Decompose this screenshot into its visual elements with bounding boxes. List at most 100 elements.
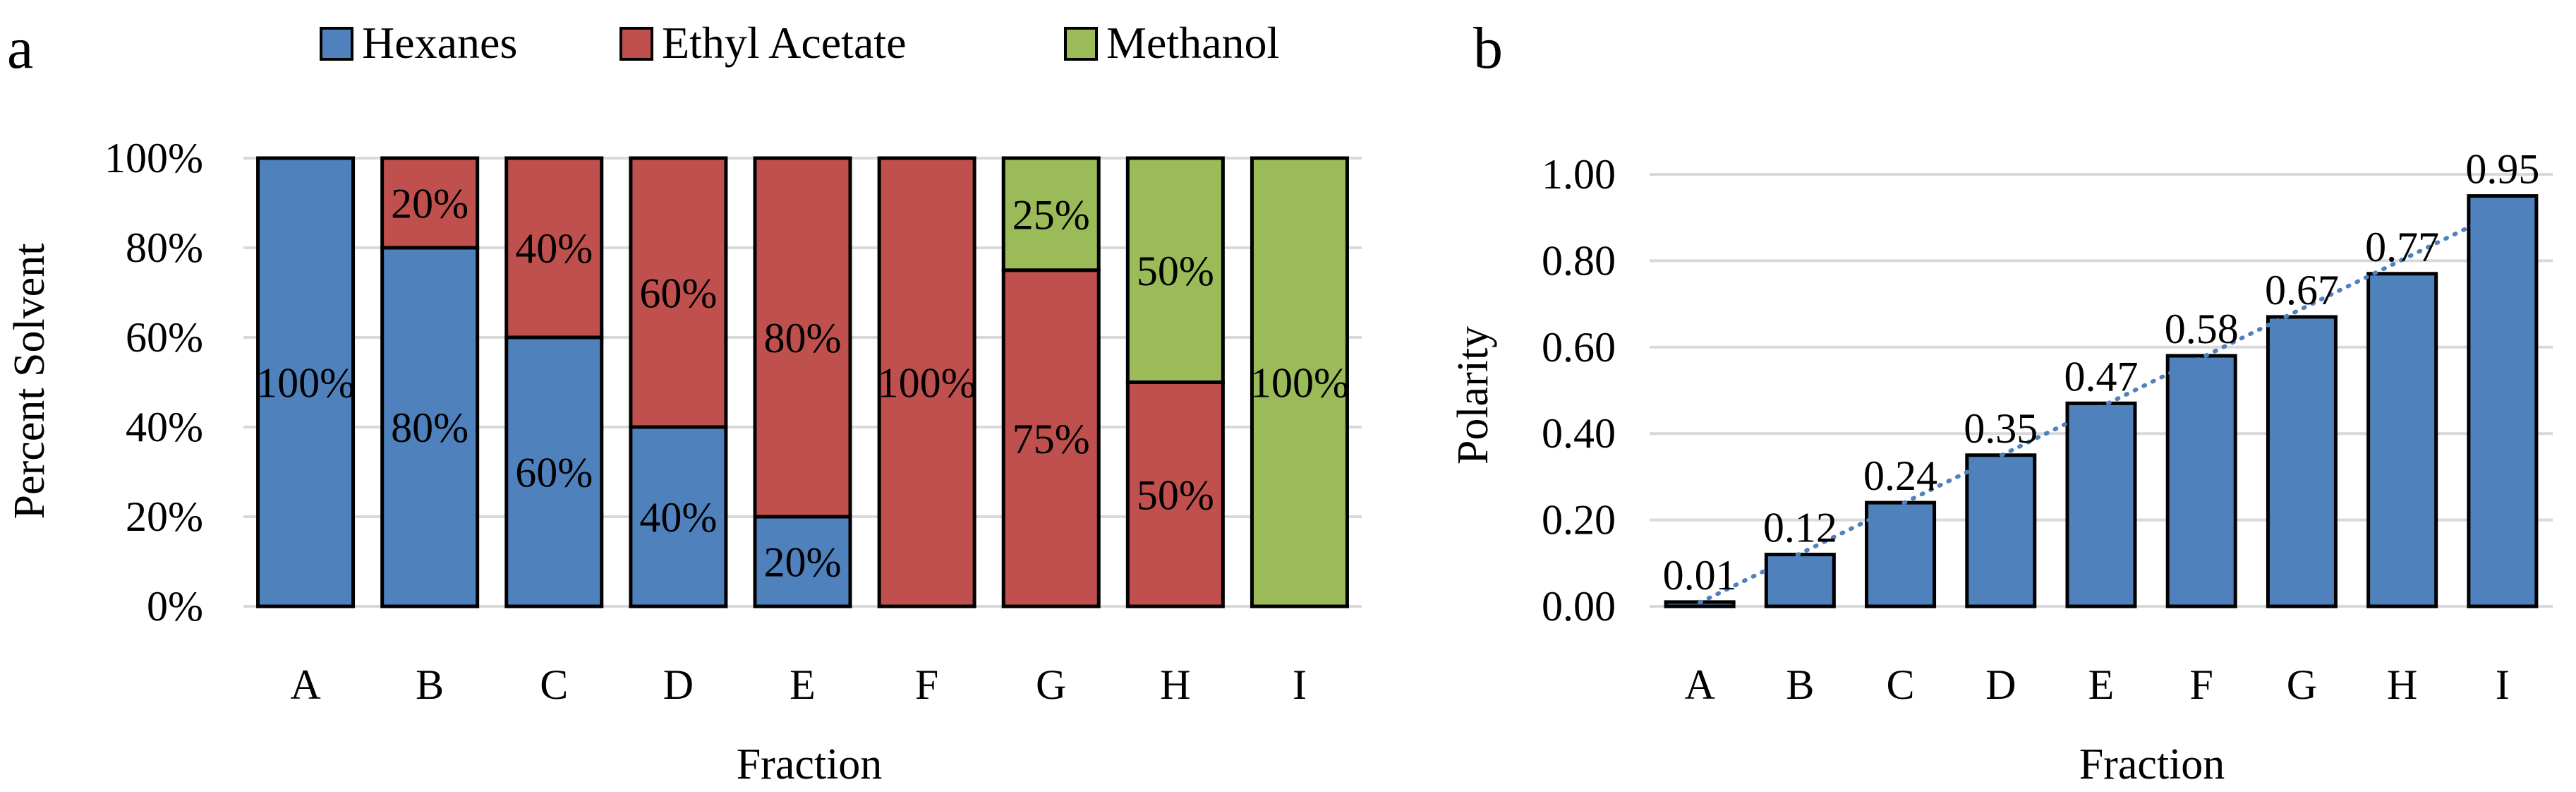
y-tick-label: 60% [126, 314, 203, 361]
data-label: 20% [764, 539, 842, 586]
bar-segment [1001, 268, 1101, 608]
bar-segment [629, 425, 728, 608]
data-label: 0.58 [2165, 306, 2239, 352]
data-label: 25% [1012, 191, 1090, 238]
bar-segment [1125, 156, 1225, 384]
data-label: 0.01 [1663, 552, 1737, 599]
bar-segment [380, 246, 480, 608]
trendline [1698, 208, 2505, 605]
x-tick-label: G [2287, 661, 2317, 708]
panel-b-y-tick-labels: 0.00 0.20 0.40 0.60 0.80 1.00 [1542, 151, 1616, 630]
data-label: 20% [391, 181, 468, 227]
data-label: 40% [515, 225, 593, 272]
bar [1865, 500, 1937, 608]
bar [2165, 354, 2237, 608]
data-label: 100% [1250, 360, 1349, 407]
bar-segment [753, 156, 852, 519]
data-label: 40% [639, 494, 717, 541]
x-tick-label: D [1985, 661, 2016, 708]
legend-swatch [619, 27, 653, 61]
data-label: 75% [1012, 416, 1090, 462]
data-label: 80% [764, 315, 842, 361]
x-tick-label: I [2496, 661, 2510, 708]
bar-segment [1125, 380, 1225, 608]
bar-segment [877, 156, 976, 608]
bar-segment [753, 515, 852, 608]
x-tick-label: I [1293, 661, 1307, 708]
y-tick-label: 80% [126, 224, 203, 271]
data-label: 0.35 [1964, 405, 2038, 452]
x-tick-label: B [416, 661, 444, 708]
data-label: 100% [256, 360, 355, 407]
data-label: 50% [1137, 472, 1214, 518]
x-tick-label: D [663, 661, 694, 708]
panel-b-x-axis-title: Fraction [2079, 740, 2225, 788]
bar [2366, 272, 2438, 608]
bar-segment [504, 156, 604, 340]
data-label: 0.67 [2265, 267, 2339, 313]
x-tick-label: F [915, 661, 938, 708]
panel-a-x-axis-title: Fraction [737, 740, 883, 788]
panel-b-y-axis-title: Polarity [1449, 326, 1497, 464]
bar [2065, 401, 2137, 608]
x-tick-label: A [290, 661, 320, 708]
y-tick-label: 0.40 [1542, 410, 1616, 457]
x-tick-label: B [1786, 661, 1814, 708]
bar-segment [629, 156, 728, 429]
y-tick-label: 20% [126, 493, 203, 540]
y-tick-label: 1.00 [1542, 151, 1616, 198]
x-tick-label: H [1160, 661, 1190, 708]
x-tick-label: A [1684, 661, 1715, 708]
data-label: 80% [391, 404, 468, 451]
panel-a-y-tick-labels: 0% 20% 40% 60% 80% 100% [104, 135, 203, 630]
panel-b-trendline [1698, 208, 2505, 605]
bar [2467, 194, 2539, 608]
panel-b-data-labels: 0.01 0.12 0.24 0.35 0.47 0.58 0.67 0.77 0.95 [1663, 146, 2540, 599]
data-label: 0.77 [2365, 224, 2439, 270]
x-tick-label: C [540, 661, 568, 708]
panel-a-bars [256, 156, 1349, 608]
legend-swatch [320, 27, 353, 61]
y-tick-label: 0.60 [1542, 324, 1616, 371]
data-label: 60% [639, 270, 717, 317]
x-tick-label: E [2088, 661, 2115, 708]
y-tick-label: 0.00 [1542, 583, 1616, 630]
panel-b-bars [1664, 194, 2539, 608]
bar [1965, 453, 2037, 608]
bar-segment [256, 156, 356, 608]
data-label: 50% [1137, 248, 1214, 294]
data-label: 0.47 [2064, 353, 2139, 400]
bar [1764, 553, 1836, 608]
x-tick-label: H [2387, 661, 2417, 708]
bar [2266, 315, 2338, 608]
legend-entry: Ethyl Acetate [662, 18, 907, 68]
panel-a-legend: Hexanes Ethyl Acetate Methanol [320, 18, 1279, 68]
data-label: 0.24 [1863, 452, 1937, 499]
bar-segment [380, 156, 480, 250]
y-tick-label: 0% [147, 583, 203, 630]
x-tick-label: G [1036, 661, 1066, 708]
panel-a: a Hexanes Ethyl Acetate Methanol 0% 20% 40% 6… [6, 16, 1362, 788]
data-label: 60% [515, 450, 593, 496]
bar-segment [1001, 156, 1101, 272]
data-label: 0.95 [2465, 146, 2539, 193]
legend-swatch [1064, 27, 1098, 61]
panel-b-x-tick-labels: A B C D E F G H I [1684, 661, 2509, 708]
bar-segment [1250, 156, 1349, 608]
y-tick-label: 0.80 [1542, 237, 1616, 284]
x-tick-label: F [2190, 661, 2213, 708]
panel-b: b 0.000.200.400.600.801.00 0.010.120.240… [1449, 16, 2553, 788]
legend-entry: Hexanes [362, 18, 517, 68]
x-tick-label: E [790, 661, 816, 708]
y-tick-label: 0.20 [1542, 497, 1616, 544]
panel-a-x-tick-labels: A B C D E F G H I [290, 661, 1307, 708]
x-tick-label: C [1887, 661, 1915, 708]
y-tick-label: 40% [126, 404, 203, 450]
panel-a-label: a [7, 16, 33, 81]
panel-a-y-axis-title: Percent Solvent [6, 244, 54, 520]
panel-a-data-labels: 100% 80% 20% 60% 40% 40% 60% 20% 80% 100% 75% 25% 50… [256, 181, 1349, 586]
legend-entry: Methanol [1106, 18, 1279, 68]
y-tick-label: 100% [104, 135, 203, 181]
panel-b-label: b [1473, 16, 1503, 81]
